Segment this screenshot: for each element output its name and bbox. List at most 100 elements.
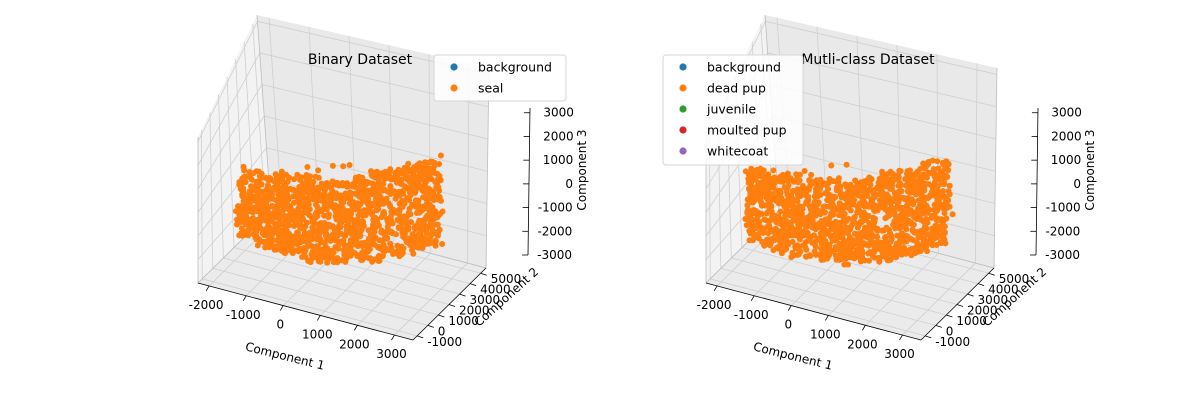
z-tick-label: -1000 [1046, 201, 1081, 215]
y-tick [988, 272, 995, 276]
scatter-point [892, 225, 899, 232]
scatter-point [944, 196, 951, 203]
scatter-point [941, 210, 948, 217]
scatter-point [785, 201, 792, 208]
scatter-point [777, 240, 784, 247]
scatter-point [335, 245, 341, 252]
scatter-point [831, 193, 838, 200]
scatter-point [811, 180, 818, 187]
backwall-grid-z [765, 20, 997, 75]
scatter-point [770, 167, 777, 174]
scatter-point [926, 206, 933, 213]
scatter-point [785, 232, 792, 239]
scatter-point [247, 221, 254, 228]
scatter-point [904, 181, 911, 188]
scatter-point [291, 223, 298, 229]
scatter-point [753, 234, 760, 241]
scatter-point [260, 202, 267, 209]
scatter-point [814, 236, 821, 243]
scatter-point [803, 192, 810, 199]
scatter-point [845, 204, 852, 211]
legend-label: juvenile [706, 102, 756, 117]
scatter-point [777, 191, 784, 197]
scatter-point [276, 188, 283, 195]
scatter-point [879, 168, 886, 175]
scatter-point [922, 165, 929, 172]
scatter-point [790, 231, 797, 238]
scatter-point [818, 218, 825, 224]
x-tick [316, 315, 321, 321]
floor-grid-x [357, 252, 431, 326]
scatter-point [239, 191, 246, 198]
scatter-point [412, 226, 419, 233]
scatter-point [374, 168, 380, 175]
floor-grid-x [865, 252, 939, 326]
scatter-point [350, 232, 357, 239]
x-tick-label: 1000 [302, 327, 333, 341]
scatter-point [352, 223, 359, 230]
scatter-point [408, 240, 415, 247]
scatter-point [318, 208, 325, 215]
y-tick-label: 4000 [480, 283, 511, 297]
scatter-point [940, 177, 947, 184]
scatter-point [354, 253, 361, 260]
scatter-point [265, 233, 272, 240]
scatter-point [364, 198, 371, 205]
scatter-point [766, 204, 773, 210]
scatter-point [785, 210, 792, 216]
scatter-point [293, 207, 300, 214]
scatter-point [315, 186, 322, 193]
scatter-point [276, 242, 283, 248]
backwall-grid-z [261, 84, 489, 140]
scatter-point [832, 237, 839, 244]
scatter-point [802, 239, 809, 246]
scatter-point [883, 254, 890, 261]
scatter-point [871, 194, 878, 201]
scatter-point [422, 159, 429, 166]
scatter-point [943, 215, 950, 222]
scatter-point [397, 214, 404, 221]
leftwall-grid-y [201, 129, 203, 279]
scatter-point [884, 244, 891, 251]
scatter-point [900, 247, 907, 254]
scatter-point [946, 182, 953, 189]
floor-grid-x [716, 213, 791, 287]
x-tick [713, 285, 718, 292]
scatter-point [932, 179, 938, 185]
x-tick-label: -2000 [697, 298, 732, 312]
scatter-point [748, 179, 755, 186]
scatter-point [405, 166, 412, 173]
scatter-point [415, 244, 422, 251]
scatter-point [295, 191, 302, 198]
legend: background seal [433, 54, 567, 102]
y-tick [438, 314, 445, 318]
scatter-point [744, 196, 751, 203]
y-tick-label: 2000 [459, 304, 490, 318]
scatter-point [301, 245, 308, 251]
scatter-point [809, 217, 816, 223]
scatter-point [385, 215, 392, 222]
x-tick [862, 325, 866, 331]
scatter-point [861, 191, 868, 198]
scatter-point [437, 152, 444, 159]
scatter-point [255, 168, 262, 175]
scatter-point [886, 199, 893, 206]
scatter-point [407, 211, 414, 218]
scatter-point [436, 173, 443, 180]
scatter-point [825, 191, 832, 198]
chart-panel-1: -2000-10000100020003000-1000010002000300… [189, 14, 589, 373]
scatter-point [917, 248, 924, 254]
scatter-point [915, 234, 922, 241]
y-tick [946, 314, 953, 318]
scatter-point [777, 220, 784, 227]
scatter-point [340, 237, 347, 244]
scatter-point [939, 226, 946, 233]
scatter-point [820, 236, 827, 243]
scatter-point [892, 175, 899, 182]
floor-grid-x [394, 262, 468, 336]
scatter-point [246, 191, 253, 198]
scatter-point [304, 210, 311, 217]
scatter-point [784, 184, 791, 191]
scatter-point [387, 203, 394, 210]
scatter-point [297, 176, 303, 183]
